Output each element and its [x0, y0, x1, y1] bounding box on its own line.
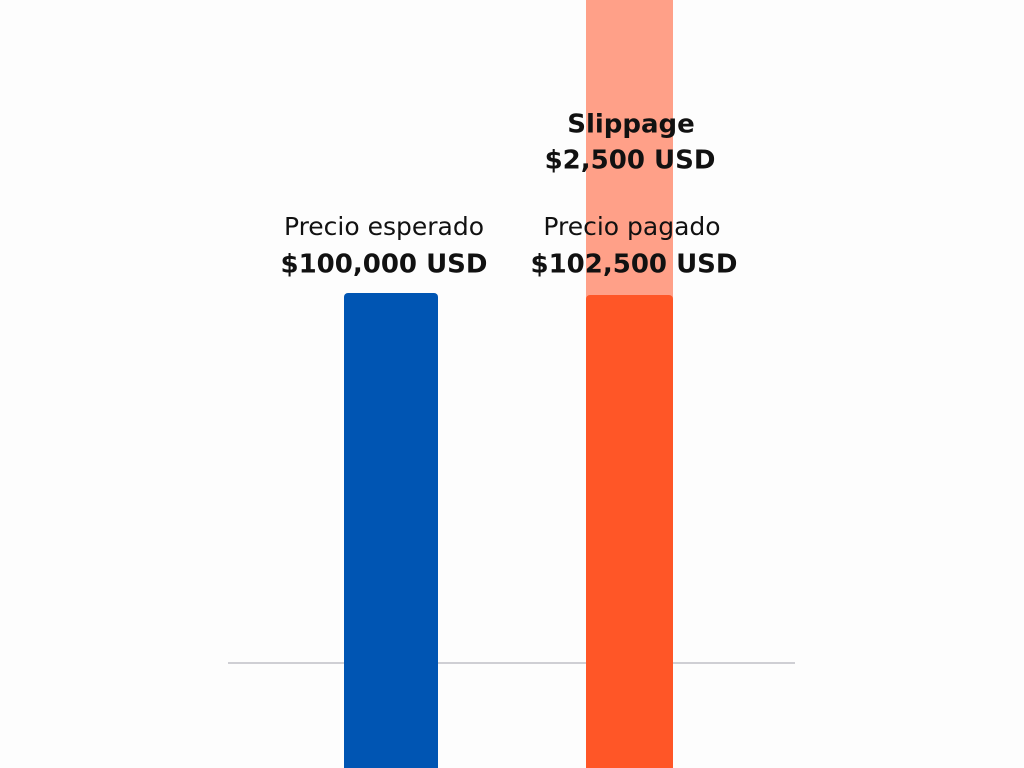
slippage-column	[586, 0, 673, 300]
slippage-value: $2,500 USD	[545, 146, 716, 176]
expected-label: Precio esperado	[284, 212, 484, 241]
paid-label: Precio pagado	[543, 212, 720, 241]
paid-value: $102,500 USD	[531, 250, 738, 280]
expected-value: $100,000 USD	[281, 250, 488, 280]
slippage-label: Slippage	[567, 110, 695, 140]
expected-bar	[344, 293, 438, 768]
paid-bar	[586, 295, 673, 768]
